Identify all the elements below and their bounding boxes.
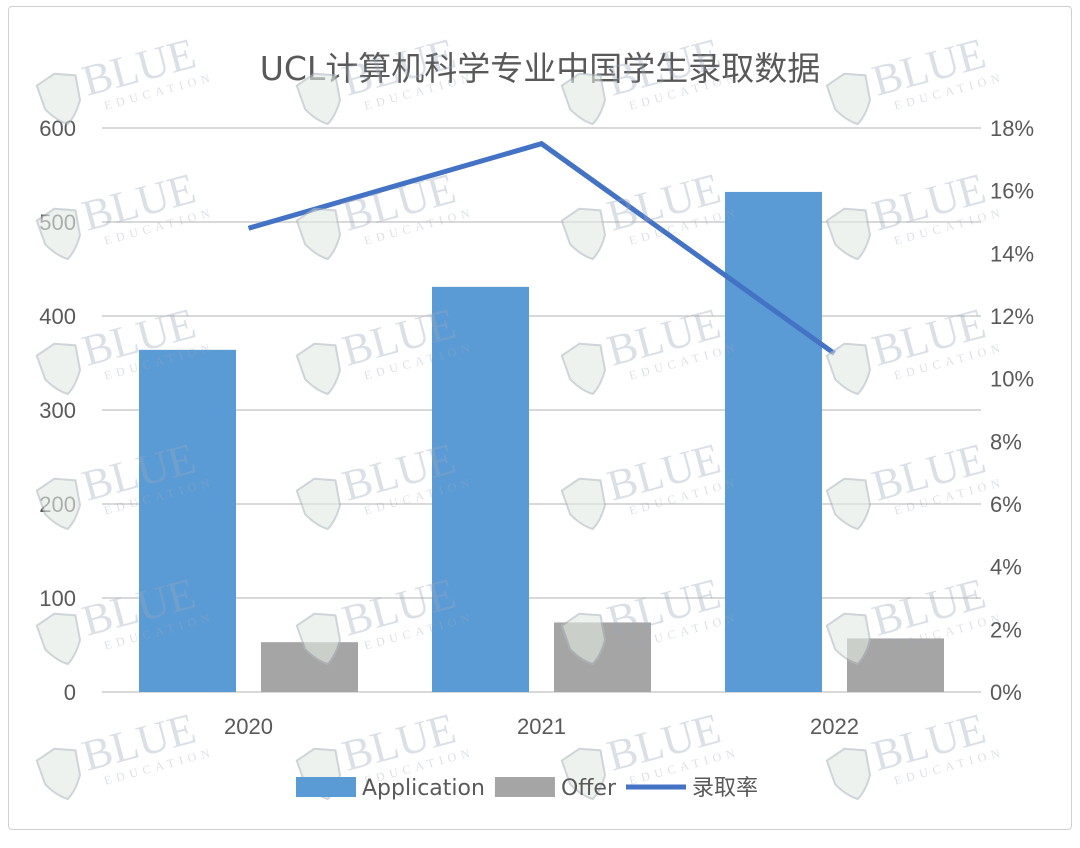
bar-application-2021 (432, 286, 529, 692)
shield-icon (295, 72, 341, 126)
shield-icon (825, 72, 871, 126)
legend-swatch-application (296, 777, 356, 797)
y-left-tick-label: 400 (39, 304, 76, 329)
shield-icon (295, 477, 341, 531)
chart-frame (8, 6, 1072, 830)
y-right-tick-label: 4% (990, 555, 1022, 580)
shield-icon (560, 477, 606, 531)
y-right-tick-label: 0% (990, 680, 1022, 705)
y-right-tick-label: 2% (990, 617, 1022, 642)
legend-label: 录取率 (692, 776, 758, 801)
x-tick-label: 2020 (224, 714, 273, 739)
chart-title: UCL计算机科学专业中国学生录取数据 (260, 49, 821, 88)
bar-application-2020 (139, 349, 236, 692)
shield-icon (560, 342, 606, 396)
y-right-tick-label: 6% (990, 492, 1022, 517)
shield-icon (825, 207, 871, 261)
shield-icon (35, 207, 81, 261)
shield-icon (295, 612, 341, 666)
x-tick-label: 2021 (517, 714, 566, 739)
shield-icon (825, 477, 871, 531)
legend-label: Offer (561, 776, 617, 801)
shield-icon (35, 477, 81, 531)
shield-icon (295, 207, 341, 261)
shield-icon (35, 342, 81, 396)
y-right-tick-label: 18% (990, 116, 1034, 141)
legend-swatch-offer (494, 777, 555, 797)
shield-icon (35, 612, 81, 666)
shield-icon (35, 72, 81, 126)
legend-label: Application (362, 776, 485, 801)
bar-application-2022 (725, 191, 822, 693)
y-right-tick-label: 16% (990, 179, 1034, 204)
y-right-tick-label: 14% (990, 241, 1034, 266)
y-right-tick-label: 8% (990, 429, 1022, 454)
y-left-tick-label: 0 (64, 680, 76, 705)
shield-icon (825, 342, 871, 396)
y-left-tick-label: 100 (39, 586, 76, 611)
shield-icon (35, 747, 81, 801)
shield-icon (825, 612, 871, 666)
shield-icon (295, 342, 341, 396)
shield-icon (825, 747, 871, 801)
shield-icon (560, 747, 606, 801)
x-tick-label: 2022 (810, 714, 859, 739)
y-left-tick-label: 300 (39, 398, 76, 423)
y-right-tick-label: 12% (990, 304, 1034, 329)
shield-icon (560, 207, 606, 261)
shield-icon (560, 72, 606, 126)
y-right-tick-label: 10% (990, 367, 1034, 392)
shield-icon (560, 612, 606, 666)
